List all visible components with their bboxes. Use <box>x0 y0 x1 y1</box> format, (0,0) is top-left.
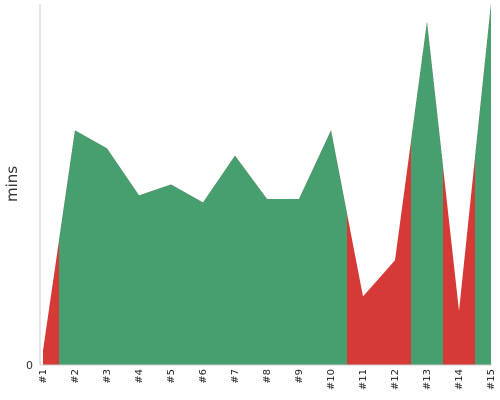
y-tick-label: 0 <box>26 359 33 372</box>
x-tick-label: #3 <box>102 369 113 384</box>
area-segment-green <box>475 4 491 365</box>
x-tick-labels: #1 #2 #3 #4 #5 #6 #7 #8 #9 #10 #11 #12 #13 #14 #15 <box>38 369 497 390</box>
x-tick-label: #12 <box>390 369 401 390</box>
x-tick-label: #9 <box>294 369 305 384</box>
area-segment-green <box>411 22 443 366</box>
x-tick-label: #13 <box>422 369 433 390</box>
x-tick-label: #14 <box>454 369 465 390</box>
x-tick-label: #4 <box>134 369 145 384</box>
x-tick-label: #1 <box>38 369 49 384</box>
x-tick-label: #10 <box>326 369 337 390</box>
x-tick-label: #6 <box>198 369 209 384</box>
x-tick-label: #5 <box>166 369 177 384</box>
x-tick-label: #8 <box>262 369 273 384</box>
y-axis-title: mins <box>3 166 21 202</box>
x-tick-label: #11 <box>358 369 369 390</box>
x-tick-label: #15 <box>486 369 497 390</box>
x-tick-label: #7 <box>230 369 241 384</box>
area-segment-green <box>59 130 347 365</box>
x-tick-label: #2 <box>70 369 81 384</box>
area-segments <box>43 4 491 366</box>
